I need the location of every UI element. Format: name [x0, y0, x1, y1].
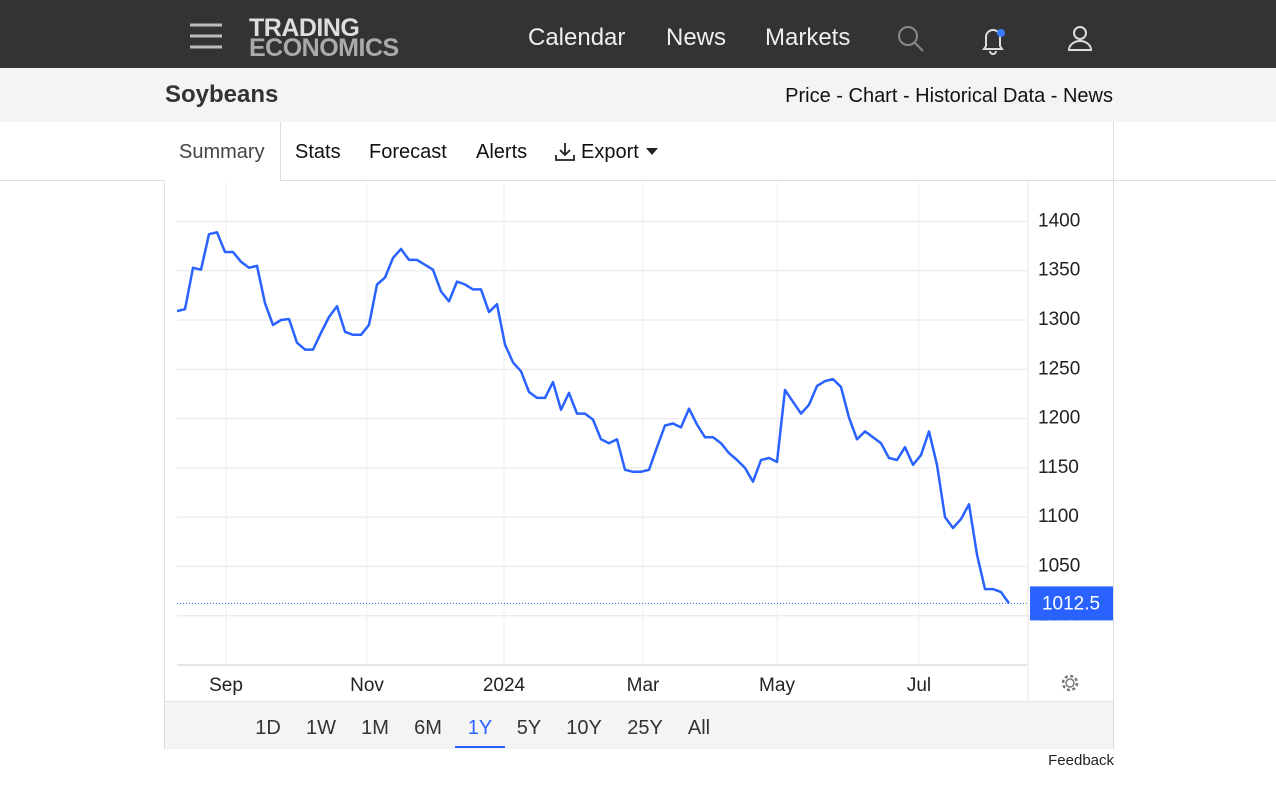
logo-top[interactable]: TRADING	[249, 14, 360, 42]
range-bar	[165, 701, 1113, 749]
tab[interactable]: Forecast	[369, 141, 447, 163]
range-button[interactable]: All	[687, 717, 711, 739]
x-tick-label: Sep	[209, 675, 243, 696]
x-tick-label: Jul	[907, 675, 931, 696]
nav-link[interactable]: Calendar	[528, 24, 626, 51]
header-links[interactable]: Price - Chart - Historical Data - News	[785, 85, 1113, 107]
tab[interactable]: Summary	[179, 141, 265, 163]
y-tick-label: 1350	[1038, 260, 1080, 281]
range-button[interactable]: 1M	[361, 717, 389, 739]
range-button[interactable]: 25Y	[627, 717, 663, 739]
range-underline	[455, 746, 505, 748]
tab-divider	[0, 180, 1276, 181]
selected-tab	[164, 122, 281, 181]
logo-bottom[interactable]: ECONOMICS	[249, 34, 399, 62]
tab[interactable]: Export	[581, 141, 639, 163]
range-button[interactable]: 5Y	[516, 717, 542, 739]
top-nav: TRADING ECONOMICS Calendar News Markets	[0, 0, 1276, 68]
menu-icon[interactable]	[188, 22, 224, 50]
range-button[interactable]: 1W	[306, 717, 336, 739]
y-tick-label: 1100	[1038, 506, 1079, 527]
bell-icon[interactable]	[978, 24, 1010, 56]
price-line	[176, 231, 1011, 605]
range-button[interactable]: 10Y	[566, 717, 602, 739]
nav-link[interactable]: News	[666, 24, 727, 51]
y-tick-label: 1050	[1038, 555, 1080, 576]
tab[interactable]: Stats	[295, 141, 341, 163]
y-tick-label: 1200	[1038, 408, 1080, 429]
search-icon[interactable]	[896, 24, 926, 54]
caret	[646, 148, 658, 155]
y-tick-label: 1250	[1038, 358, 1080, 379]
y-tick-label: 1400	[1038, 210, 1080, 231]
last-price-label: 1012.5	[1042, 593, 1100, 614]
page-title: Soybeans	[165, 81, 279, 108]
x-tick-label: Nov	[350, 675, 384, 696]
x-tick-label: Mar	[627, 675, 660, 696]
range-button[interactable]: 1Y	[467, 717, 493, 739]
y-tick-label: 1300	[1038, 309, 1080, 330]
x-tick-label: May	[759, 675, 795, 696]
y-tick-label: 1150	[1038, 457, 1079, 478]
nav-link[interactable]: Markets	[765, 24, 851, 51]
range-button[interactable]: 6M	[414, 717, 442, 739]
header-bar: Soybeans Price - Chart - Historical Data…	[0, 68, 1276, 122]
tab[interactable]: Alerts	[476, 141, 528, 163]
range-button[interactable]: 1D	[255, 717, 281, 739]
settings-icon[interactable]	[1061, 674, 1079, 692]
x-tick-label: 2024	[483, 675, 526, 696]
last-price-badge	[1030, 586, 1113, 621]
export-icon[interactable]	[554, 141, 576, 163]
user-icon[interactable]	[1066, 24, 1096, 54]
feedback-link[interactable]: Feedback	[1048, 752, 1114, 769]
